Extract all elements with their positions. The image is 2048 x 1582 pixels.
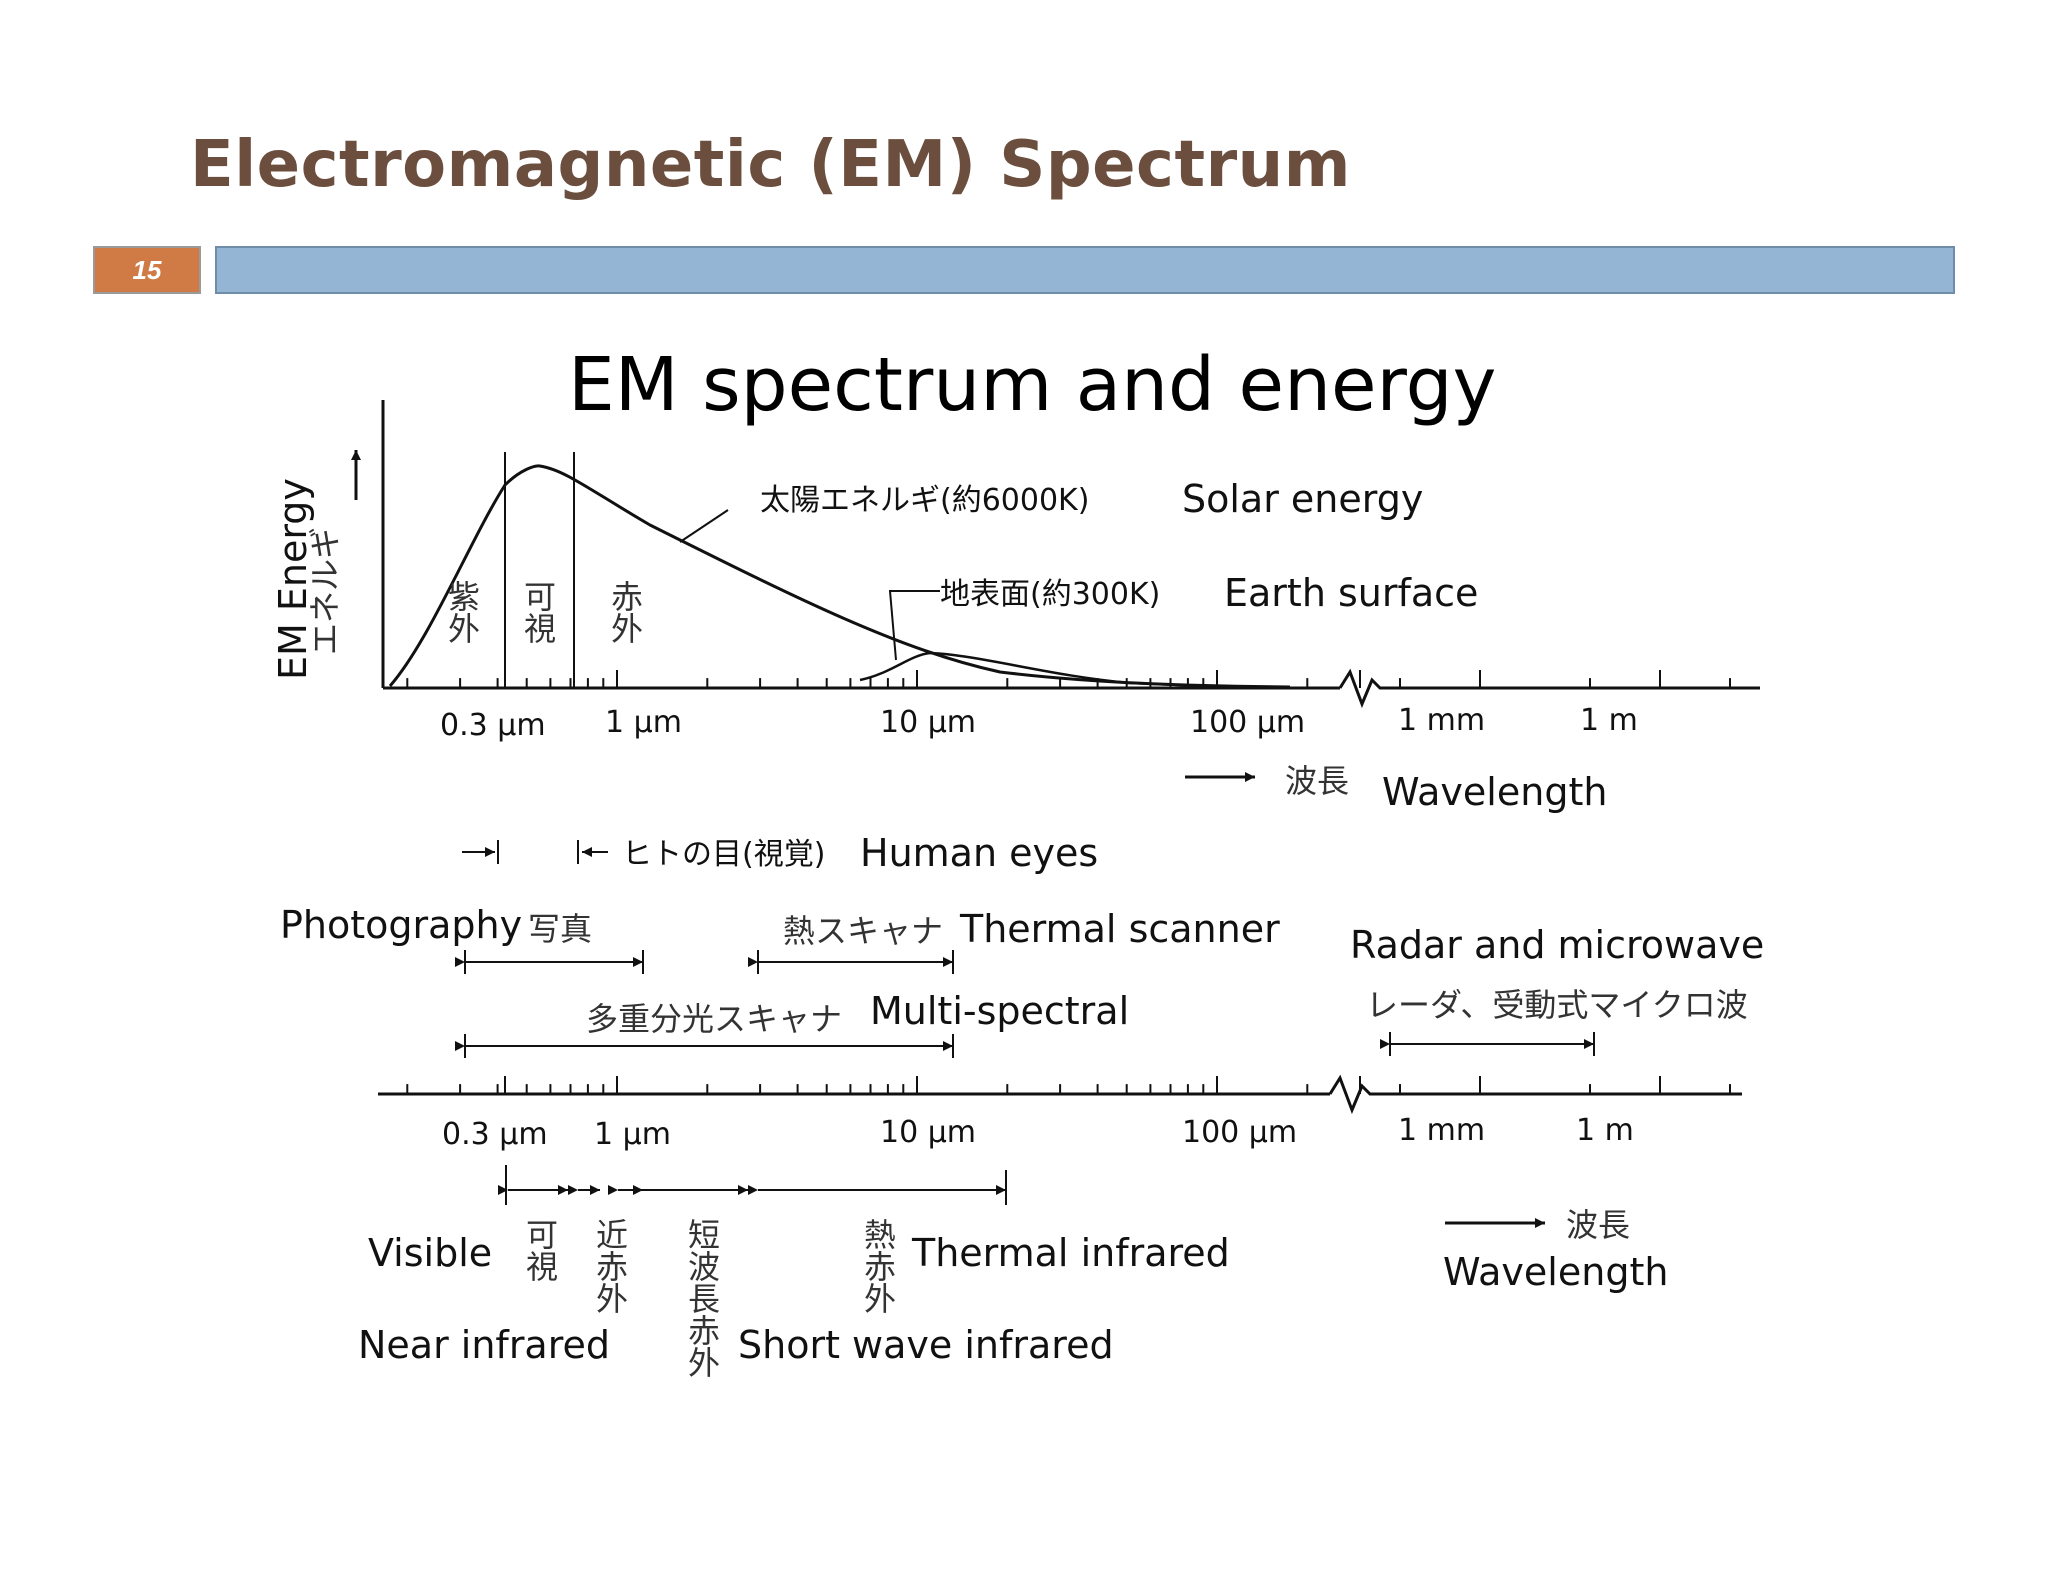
top-tick-1um: 1 μm xyxy=(605,705,682,740)
earth-surface-curve xyxy=(859,651,1291,690)
slide-title: Electromagnetic (EM) Spectrum xyxy=(190,128,1351,202)
bottom-tick-10um: 10 μm xyxy=(880,1115,976,1150)
near-ir-label: Near infrared xyxy=(358,1323,610,1367)
y-axis-label-jp: エネルギ xyxy=(306,527,344,655)
top-tick-10um: 10 μm xyxy=(880,705,976,740)
thermal-scanner-label-jp: 熱スキャナ xyxy=(783,912,943,950)
human-eyes-label: Human eyes xyxy=(860,831,1098,875)
slide-number: 15 xyxy=(93,246,201,294)
thermal-scanner-range-arrow xyxy=(748,950,954,974)
radar-label: Radar and microwave xyxy=(1350,923,1764,967)
photography-range-arrow xyxy=(455,950,644,974)
radar-label-jp: レーダ、受動式マイクロ波 xyxy=(1366,986,1748,1024)
bottom-tick-0-3um: 0.3 μm xyxy=(442,1117,548,1152)
solar-label-jp: 太陽エネルギ(約6000K) xyxy=(760,483,1089,518)
title-bar xyxy=(215,246,1955,294)
band-range-arrows xyxy=(498,1165,1007,1205)
near-ir-label-jp: 近赤外 xyxy=(591,1218,629,1314)
band-uv-label: 紫外 xyxy=(443,580,481,644)
thermal-scanner-label: Thermal scanner xyxy=(959,907,1280,951)
band-ir-label: 赤外 xyxy=(606,580,644,644)
band-visible-label: 可視 xyxy=(519,580,557,644)
top-tick-1m: 1 m xyxy=(1580,703,1638,738)
visible-label: Visible xyxy=(368,1231,492,1275)
top-tick-0-3um: 0.3 μm xyxy=(440,708,546,743)
wavelength-label-jp-top: 波長 xyxy=(1285,762,1349,800)
bottom-tick-1m: 1 m xyxy=(1576,1113,1634,1148)
earth-label-jp: 地表面(約300K) xyxy=(940,577,1160,612)
top-tick-1mm: 1 mm xyxy=(1398,703,1485,738)
thermal-ir-label: Thermal infrared xyxy=(911,1231,1230,1275)
radar-range-arrow xyxy=(1380,1032,1595,1056)
human-eyes-label-jp: ヒトの目(視覚) xyxy=(622,837,825,872)
bottom-tick-1um: 1 μm xyxy=(594,1117,671,1152)
earth-leader-line xyxy=(888,590,940,661)
top-tick-100um: 100 μm xyxy=(1190,705,1305,740)
solar-label: Solar energy xyxy=(1182,477,1423,521)
y-axis-label: EM Energy xyxy=(271,478,315,680)
visible-label-jp: 可視 xyxy=(521,1218,559,1282)
wavelength-label-jp-bottom: 波長 xyxy=(1566,1206,1630,1244)
diagram-heading: EM spectrum and energy xyxy=(568,342,1496,428)
swir-label: Short wave infrared xyxy=(738,1323,1114,1367)
earth-label: Earth surface xyxy=(1224,571,1478,615)
photography-label: Photography xyxy=(280,903,522,947)
multispectral-label-jp: 多重分光スキャナ xyxy=(586,1000,842,1038)
bottom-tick-100um: 100 μm xyxy=(1182,1115,1297,1150)
thermal-ir-label-jp: 熱赤外 xyxy=(859,1218,897,1314)
human-eyes-marker xyxy=(462,840,608,864)
wavelength-label-bottom: Wavelength xyxy=(1443,1250,1668,1294)
multispectral-range-arrow xyxy=(455,1034,954,1058)
top-x-axis xyxy=(383,668,1760,709)
solar-leader-line xyxy=(679,509,729,543)
swir-label-jp: 短波長赤外 xyxy=(683,1218,721,1378)
bottom-minor-ticks xyxy=(406,1076,1731,1094)
photography-label-jp: 写真 xyxy=(528,910,592,948)
wavelength-label-top: Wavelength xyxy=(1382,770,1607,814)
multispectral-label: Multi-spectral xyxy=(870,989,1129,1033)
bottom-tick-1mm: 1 mm xyxy=(1398,1113,1485,1148)
solar-energy-curve xyxy=(388,464,1291,689)
